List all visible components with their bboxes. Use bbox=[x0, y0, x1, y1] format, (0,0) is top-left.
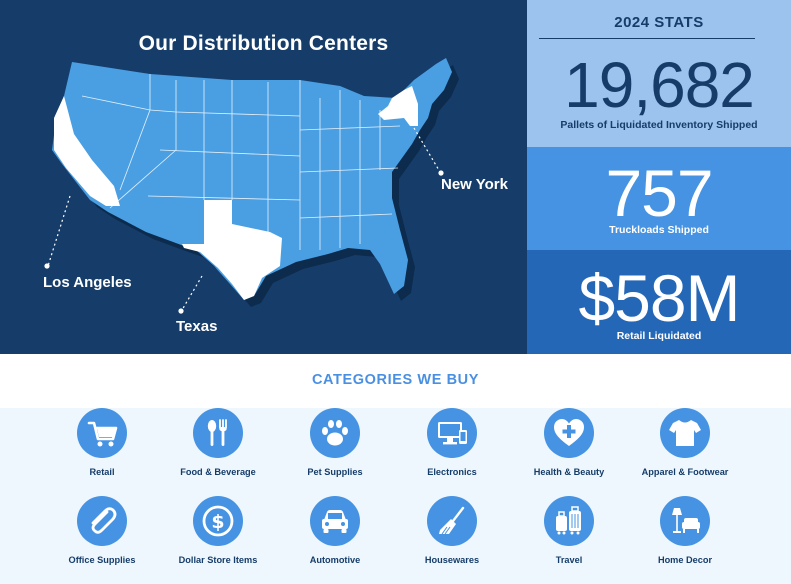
map-title: Our Distribution Centers bbox=[138, 32, 389, 55]
stat-pallets: 2024 STATS 19,682 Pallets of Liquidated … bbox=[527, 0, 791, 147]
categories-title: CATEGORIES WE BUY bbox=[311, 372, 480, 388]
category-icon-circle bbox=[77, 408, 127, 458]
stat-value: 757 bbox=[605, 156, 713, 230]
stat-retail: $58M Retail Liquidated bbox=[527, 250, 791, 354]
category-icon-circle bbox=[193, 408, 243, 458]
dollar-icon: $ bbox=[202, 505, 234, 537]
categories-grid: Retail Food & Beverage bbox=[0, 408, 791, 584]
svg-text:$: $ bbox=[211, 511, 224, 533]
texas-marker bbox=[178, 308, 184, 314]
stat-caption: Truckloads Shipped bbox=[609, 224, 709, 236]
categories-section: CATEGORIES WE BUY Retail bbox=[0, 354, 791, 584]
category-icon-circle bbox=[77, 496, 127, 546]
stats-heading: 2024 STATS bbox=[614, 14, 704, 31]
stat-value: 19,682 bbox=[564, 49, 755, 121]
category-label: Dollar Store Items bbox=[178, 555, 258, 565]
stat-caption: Retail Liquidated bbox=[616, 330, 702, 342]
new-york-marker bbox=[438, 170, 444, 176]
category-icon-circle bbox=[310, 408, 360, 458]
category-icon-circle bbox=[660, 496, 710, 546]
category-label: Home Decor bbox=[657, 555, 713, 565]
callout-lines bbox=[47, 127, 441, 311]
devices-icon bbox=[438, 422, 467, 445]
lamp-chair-icon bbox=[672, 508, 700, 533]
category-label: Apparel & Footwear bbox=[641, 467, 729, 477]
california-highlight bbox=[54, 96, 120, 206]
shopping-cart-icon bbox=[87, 421, 118, 447]
us-map-states bbox=[52, 58, 452, 300]
broom-icon bbox=[439, 506, 465, 535]
state-borders bbox=[81, 74, 401, 250]
category-label: Automotive bbox=[309, 555, 361, 565]
stats-panel: 2024 STATS 19,682 Pallets of Liquidated … bbox=[527, 0, 791, 354]
paw-icon bbox=[322, 420, 348, 446]
category-label: Travel bbox=[555, 555, 583, 565]
category-label: Retail bbox=[89, 467, 115, 477]
category-icon-circle bbox=[544, 408, 594, 458]
category-label: Electronics bbox=[427, 467, 477, 477]
city-label-new-york: New York bbox=[441, 176, 508, 193]
category-icon-circle bbox=[427, 496, 477, 546]
us-map bbox=[44, 58, 459, 314]
category-icon-circle bbox=[544, 496, 594, 546]
category-label: Food & Beverage bbox=[180, 467, 256, 477]
new-york-highlight bbox=[378, 86, 418, 126]
category-icon-circle bbox=[310, 496, 360, 546]
category-icon-circle: $ bbox=[193, 496, 243, 546]
fork-spoon-icon bbox=[207, 419, 227, 446]
stats-divider bbox=[539, 38, 755, 39]
top-section: Our Distribution Centers bbox=[0, 0, 791, 354]
category-label: Housewares bbox=[424, 555, 480, 565]
los-angeles-marker bbox=[44, 263, 50, 269]
category-label: Pet Supplies bbox=[307, 467, 363, 477]
category-icon-circle bbox=[427, 408, 477, 458]
car-icon bbox=[322, 510, 348, 533]
heart-cross-icon bbox=[554, 419, 584, 446]
map-panel: Our Distribution Centers bbox=[0, 0, 527, 354]
city-label-texas: Texas bbox=[176, 318, 218, 335]
stat-caption: Pallets of Liquidated Inventory Shipped bbox=[560, 119, 758, 131]
category-label: Health & Beauty bbox=[533, 467, 605, 477]
category-label: Office Supplies bbox=[68, 555, 136, 565]
paperclip-icon bbox=[91, 507, 117, 534]
category-icon-circle bbox=[660, 408, 710, 458]
luggage-icon bbox=[556, 506, 581, 535]
stat-value: $58M bbox=[578, 261, 740, 335]
texas-highlight bbox=[182, 200, 282, 300]
city-label-los-angeles: Los Angeles bbox=[43, 274, 132, 291]
tshirt-icon bbox=[669, 420, 701, 446]
stat-truckloads: 757 Truckloads Shipped bbox=[527, 147, 791, 250]
